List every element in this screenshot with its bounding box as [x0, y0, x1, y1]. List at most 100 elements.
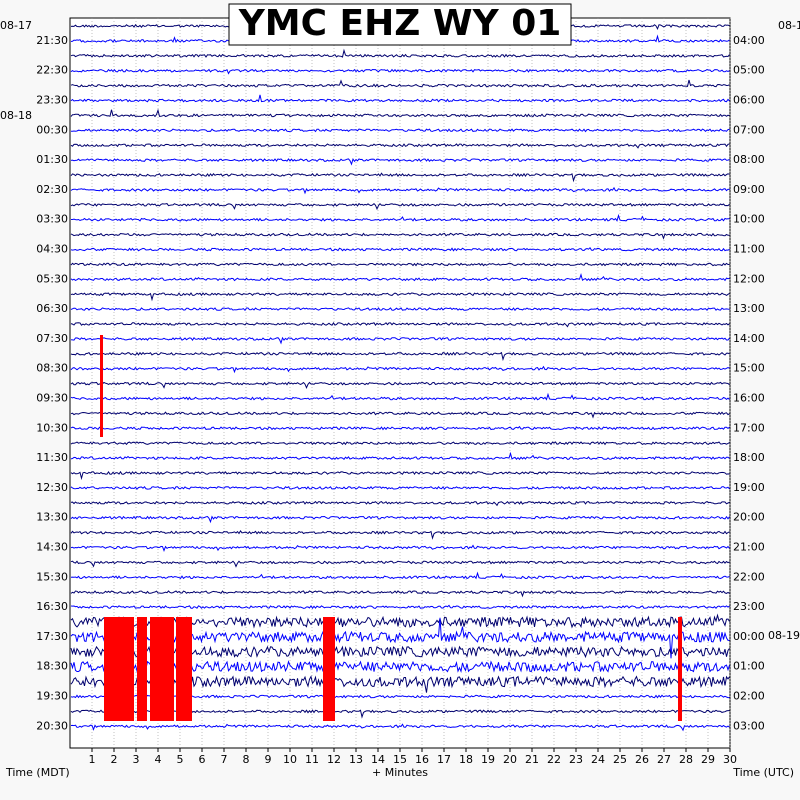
right-time-label: 14:00: [733, 332, 765, 345]
left-time-label: 08:30: [36, 362, 68, 375]
right-time-label: 21:00: [733, 541, 765, 554]
trace: [71, 128, 730, 133]
saturation: [176, 617, 192, 721]
left-time-label: 01:30: [36, 153, 68, 166]
right-time-label: 19:00: [733, 481, 765, 494]
left-time-label: 04:30: [36, 243, 68, 256]
trace: [70, 441, 730, 446]
left-date: 08-18: [0, 109, 32, 122]
x-tick-label: 1: [89, 753, 96, 766]
trace: [70, 571, 730, 580]
right-time-label: 22:00: [733, 570, 765, 583]
trace: [70, 723, 730, 732]
right-time-label: 16:00: [733, 392, 765, 405]
trace: [70, 604, 730, 610]
left-time-label: 14:30: [36, 541, 68, 554]
left-time-label: 06:30: [36, 302, 68, 315]
left-time-label: 00:30: [36, 123, 68, 136]
x-tick-label: 7: [221, 753, 228, 766]
title-box: [228, 3, 572, 46]
left-time-label: 12:30: [36, 481, 68, 494]
trace: [70, 500, 730, 507]
x-tick-label: 8: [243, 753, 250, 766]
saturation: [137, 617, 147, 721]
left-time-label: 17:30: [36, 630, 68, 643]
left-time-label: 16:30: [36, 600, 68, 613]
x-tick-label: 14: [371, 753, 385, 766]
trace: [70, 365, 730, 374]
trace: [70, 451, 730, 461]
x-tick-label: 27: [657, 753, 671, 766]
left-time-label: 23:30: [36, 94, 68, 107]
x-tick-label: 23: [569, 753, 583, 766]
trace: [70, 202, 730, 211]
x-tick-label: 15: [393, 753, 407, 766]
trace: [70, 530, 730, 540]
right-time-label: 13:00: [733, 302, 765, 315]
right-time-label: 03:00: [733, 719, 765, 732]
right-time-label: 02:00: [733, 690, 765, 703]
right-time-label: 11:00: [733, 243, 765, 256]
right-time-label: 00:00: [733, 630, 765, 643]
trace: [70, 560, 730, 568]
left-time-label: 22:30: [36, 64, 68, 77]
trace: [70, 79, 730, 88]
trace: [70, 48, 730, 58]
x-tick-label: 18: [459, 753, 473, 766]
saturation-blocks: [100, 335, 682, 721]
trace: [70, 247, 730, 252]
trace: [70, 321, 730, 328]
trace: [70, 381, 730, 389]
trace: [70, 94, 730, 103]
trace: [70, 143, 730, 149]
trace: [70, 292, 730, 302]
x-tick-label: 16: [415, 753, 429, 766]
x-tick-label: 22: [547, 753, 561, 766]
left-time-label: 07:30: [36, 332, 68, 345]
left-time-label: 10:30: [36, 421, 68, 434]
right-time-label: 23:00: [733, 600, 765, 613]
x-tick-label: 3: [133, 753, 140, 766]
trace: [70, 307, 730, 312]
trace: [71, 213, 730, 222]
right-time-label: 05:00: [733, 64, 765, 77]
trace: [70, 485, 730, 490]
left-time-label: 15:30: [36, 570, 68, 583]
x-tick-label: 17: [437, 753, 451, 766]
right-time-label: 01:00: [733, 660, 765, 673]
x-tick-label: 2: [111, 753, 118, 766]
left-time-label: 20:30: [36, 719, 68, 732]
right-time-label: 04:00: [733, 34, 765, 47]
trace: [70, 351, 730, 362]
chart-title: YMC EHZ WY 01: [238, 3, 562, 44]
traces: [70, 24, 730, 732]
trace: [70, 470, 730, 481]
right-time-label: 15:00: [733, 362, 765, 375]
right-time-label: 18:00: [733, 451, 765, 464]
trace: [70, 108, 730, 118]
x-tick-label: 4: [155, 753, 162, 766]
trace: [70, 590, 730, 598]
trace: [70, 232, 730, 240]
left-time-label: 03:30: [36, 213, 68, 226]
trace: [70, 262, 730, 267]
left-date: 08-17: [0, 19, 32, 32]
x-tick-label: 10: [283, 753, 297, 766]
saturation: [100, 335, 103, 437]
right-date: 08-1: [778, 19, 800, 32]
trace: [70, 272, 730, 282]
trace: [70, 68, 730, 75]
saturation: [150, 617, 174, 721]
trace: [70, 157, 730, 166]
x-tick-label: 26: [635, 753, 649, 766]
left-time-label: 21:30: [36, 34, 68, 47]
trace: [70, 411, 730, 419]
x-tick-label: 29: [701, 753, 715, 766]
x-tick-label: 28: [679, 753, 693, 766]
right-time-label: 07:00: [733, 123, 765, 136]
left-axis-label: Time (MDT): [5, 766, 70, 779]
x-axis-label: + Minutes: [372, 766, 428, 779]
right-time-label: 06:00: [733, 94, 765, 107]
x-tick-label: 6: [199, 753, 206, 766]
